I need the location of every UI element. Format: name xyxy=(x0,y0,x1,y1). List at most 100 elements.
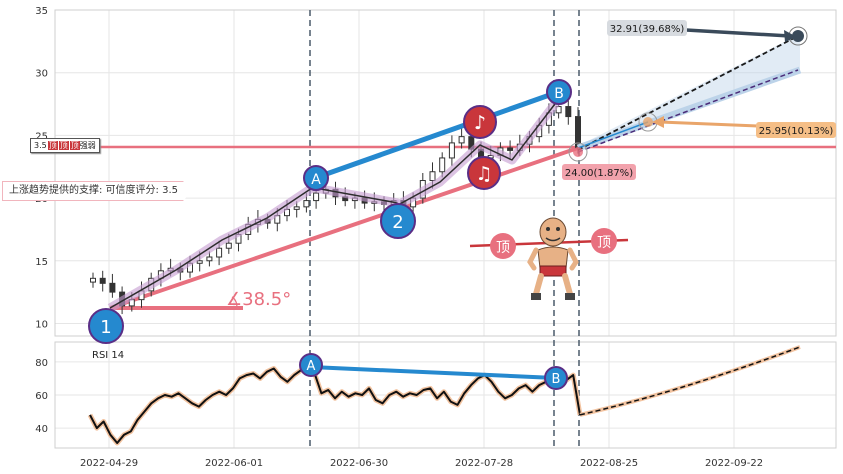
y-tick-label: 25 xyxy=(35,131,48,142)
rsi-line xyxy=(89,365,581,444)
arrow-upper-shaft xyxy=(685,28,791,38)
pattern-marker-2: 2 xyxy=(380,203,416,239)
rsi-band xyxy=(87,364,583,446)
rsi-projection-band xyxy=(579,345,801,417)
pattern-marker-2-label: 2 xyxy=(392,212,403,233)
candle-body xyxy=(565,106,572,118)
pattern-vertical-lines xyxy=(309,10,580,448)
support-annotation: 上涨趋势提供的支撑: 可信度评分: 3.5 xyxy=(2,181,192,201)
projection-cone xyxy=(578,34,800,148)
rsi-marker-a: A xyxy=(299,353,323,377)
rsi-marker-b: B xyxy=(544,366,568,390)
proj-label-low-bg xyxy=(562,164,636,180)
x-tick-label: 2022-09-22 xyxy=(705,458,763,469)
rsi-marker-b-label: B xyxy=(552,372,561,387)
music-marker-bottom: ♫ xyxy=(467,156,501,190)
y-tick-label: 15 xyxy=(35,257,48,268)
candle-body xyxy=(507,147,514,151)
x-tick-label: 2022-07-28 xyxy=(455,458,513,469)
proj-label-upper-text: 32.91(39.68%) xyxy=(610,24,685,35)
target-dot-upper xyxy=(792,30,804,42)
x-tick-label: 2022-06-30 xyxy=(330,458,388,469)
main-frame xyxy=(54,9,837,337)
x-axis: 2022-04-29 2022-06-01 2022-06-30 2022-07-28… xyxy=(80,458,763,469)
projection-short-line xyxy=(577,121,649,149)
x-tick-label: 2022-06-01 xyxy=(205,458,263,469)
pattern-marker-b-circle xyxy=(546,79,572,105)
x-tick-label: 2022-04-29 xyxy=(80,458,138,469)
candle-body xyxy=(216,247,223,258)
projection-upper-line xyxy=(577,35,799,151)
double-top-label-left: 顶 xyxy=(496,240,510,256)
rsi-marker-a-label: A xyxy=(307,359,316,374)
x-tick-label: 2022-08-25 xyxy=(580,458,638,469)
candle-body xyxy=(99,277,106,284)
projection-mid-line xyxy=(577,69,799,153)
rsi-frame xyxy=(54,341,837,449)
proj-label-upper-bg xyxy=(607,20,687,36)
arrow-mid-head xyxy=(652,116,664,128)
candle-body xyxy=(313,192,320,202)
music-marker-top-circle xyxy=(463,105,497,139)
pattern-marker-b: B xyxy=(546,79,572,105)
top-score-value: 3.5 xyxy=(34,141,47,150)
wave-2-line xyxy=(314,187,399,204)
rsi-y-tick-label: 40 xyxy=(35,424,48,435)
arrow-mid-shaft xyxy=(659,120,759,128)
rsi-marker-b-circle xyxy=(544,366,568,390)
pattern-marker-a-circle xyxy=(303,165,329,191)
angle-label: ∡38.5° xyxy=(226,289,291,310)
music-marker-bottom-circle xyxy=(467,156,501,190)
candle-body xyxy=(206,256,213,262)
target-dot-mid xyxy=(643,117,653,127)
rsi-series xyxy=(87,345,801,446)
double-top-label-right: 顶 xyxy=(597,235,611,251)
y-tick-label: 30 xyxy=(35,69,48,80)
top-badge-3: 顶 xyxy=(69,141,80,150)
wave-3-line xyxy=(397,99,559,206)
proj-label-upper: 32.91(39.68%) xyxy=(607,20,687,36)
candle-body xyxy=(458,136,465,144)
pattern-marker-a: A xyxy=(303,165,329,191)
y-tick-label: 35 xyxy=(35,6,48,17)
double-top-badge-right xyxy=(591,228,617,254)
rsi-y-axis: 40 60 80 xyxy=(35,358,48,435)
pattern-marker-2-circle xyxy=(380,203,416,239)
music-marker-top: ♪ xyxy=(463,105,497,139)
top-badge-2: 顶 xyxy=(58,141,69,150)
candle-body xyxy=(429,171,436,182)
arrow-upper-head xyxy=(784,30,797,42)
candle-body xyxy=(90,277,96,283)
pattern-marker-1-circle xyxy=(88,308,124,344)
rsi-marker-a-circle xyxy=(299,353,323,377)
candle-body xyxy=(448,142,455,159)
proj-label-mid: 25.95(10.13%) xyxy=(756,122,836,138)
top-badge-1: 顶 xyxy=(47,141,58,150)
candle-body xyxy=(225,242,232,249)
rsi-title: RSI 14 xyxy=(92,350,124,361)
double-top-badge: 顶 顶 xyxy=(469,217,629,300)
candle-body xyxy=(439,157,446,173)
pattern-marker-a-label: A xyxy=(311,172,321,188)
target-ring-low xyxy=(568,142,588,162)
strongman-icon xyxy=(527,217,579,300)
trend-lower-line xyxy=(109,146,579,310)
candle-body xyxy=(109,282,116,293)
music-note-icon: ♪ xyxy=(474,112,486,134)
wave-1-line xyxy=(109,185,316,309)
candle-body xyxy=(293,206,300,210)
pattern-marker-1: 1 xyxy=(88,308,124,344)
top-badge-tail: 强弱 xyxy=(79,141,96,150)
rsi-y-tick-label: 80 xyxy=(35,358,48,369)
main-y-axis: 101520253035 xyxy=(35,6,48,330)
proj-label-mid-bg xyxy=(756,122,836,138)
candle-body xyxy=(303,200,310,208)
rsi-y-tick-label: 60 xyxy=(35,391,48,402)
pattern-marker-1-label: 1 xyxy=(100,317,111,338)
y-tick-label: 10 xyxy=(35,319,48,330)
rsi-divergence-line xyxy=(310,365,556,380)
rsi-projection-line xyxy=(579,346,801,416)
trend-upper-line xyxy=(314,89,559,181)
proj-label-low-text: 24.00(1.87%) xyxy=(565,168,633,179)
